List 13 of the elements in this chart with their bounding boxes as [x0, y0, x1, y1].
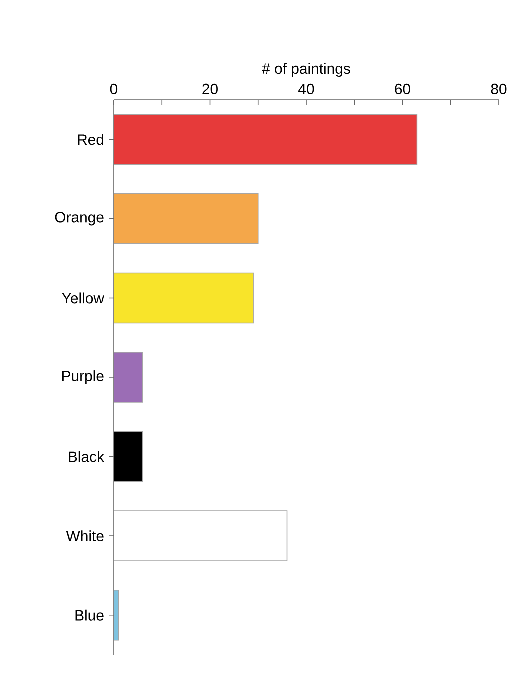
x-tick-label: 0: [110, 84, 118, 94]
x-tick-label: 40: [298, 84, 314, 94]
x-tick-label: 60: [395, 84, 410, 94]
x-tick-label: 20: [202, 84, 218, 94]
x-axis-title: # of paintings: [262, 63, 350, 78]
y-tick-label: Purple: [62, 370, 104, 384]
y-tick-label: Yellow: [62, 292, 105, 304]
y-tick-label: Black: [69, 451, 104, 462]
y-tick-label: White: [66, 530, 104, 542]
y-tick-label: Red: [78, 134, 104, 146]
y-tick-label: Blue: [76, 610, 104, 621]
y-tick-label: Orange: [55, 212, 104, 226]
x-tick-label: 80: [491, 84, 507, 94]
